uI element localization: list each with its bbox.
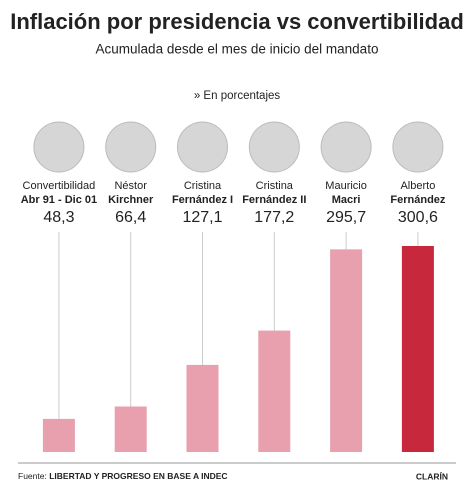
bar xyxy=(42,418,75,452)
category-label: Alberto xyxy=(400,180,435,192)
bar xyxy=(186,364,219,452)
bar xyxy=(401,246,434,452)
portrait xyxy=(320,121,372,173)
value-label: 127,1 xyxy=(182,209,222,226)
unit-note: » En porcentajes xyxy=(194,90,281,102)
chart-title: Inflación por presidencia vs convertibil… xyxy=(10,9,464,34)
category-label: Mauricio xyxy=(325,180,367,192)
value-label: 295,7 xyxy=(326,209,366,226)
chart-subtitle: Acumulada desde el mes de inicio del man… xyxy=(96,42,379,57)
portrait xyxy=(392,121,444,173)
category-label: Cristina xyxy=(184,180,222,192)
category-label: Convertibilidad xyxy=(23,180,96,192)
portrait xyxy=(177,121,228,173)
source-text: LIBERTAD Y PROGRESO EN BASE A INDEC xyxy=(49,471,227,481)
portrait xyxy=(105,121,157,173)
category-label: Néstor xyxy=(114,180,147,192)
value-label: 66,4 xyxy=(115,209,146,226)
bar xyxy=(258,330,291,452)
portrait xyxy=(248,121,300,173)
category-detail: Fernández II xyxy=(242,194,306,206)
value-label: 48,3 xyxy=(43,209,74,226)
category-detail: Abr 91 - Dic 01 xyxy=(21,194,97,206)
value-label: 177,2 xyxy=(254,209,294,226)
bar xyxy=(114,406,147,452)
source: Fuente: LIBERTAD Y PROGRESO EN BASE A IN… xyxy=(18,471,228,481)
brand: CLARÍN xyxy=(416,471,448,481)
category-detail: Macri xyxy=(332,194,361,206)
portrait xyxy=(33,121,85,173)
category-detail: Fernández xyxy=(390,194,446,206)
bar xyxy=(330,249,363,452)
category-detail: Kirchner xyxy=(108,194,154,206)
source-label: Fuente: xyxy=(18,471,47,481)
category-detail: Fernández I xyxy=(172,194,233,206)
category-label: Cristina xyxy=(256,180,294,192)
value-label: 300,6 xyxy=(398,209,438,226)
